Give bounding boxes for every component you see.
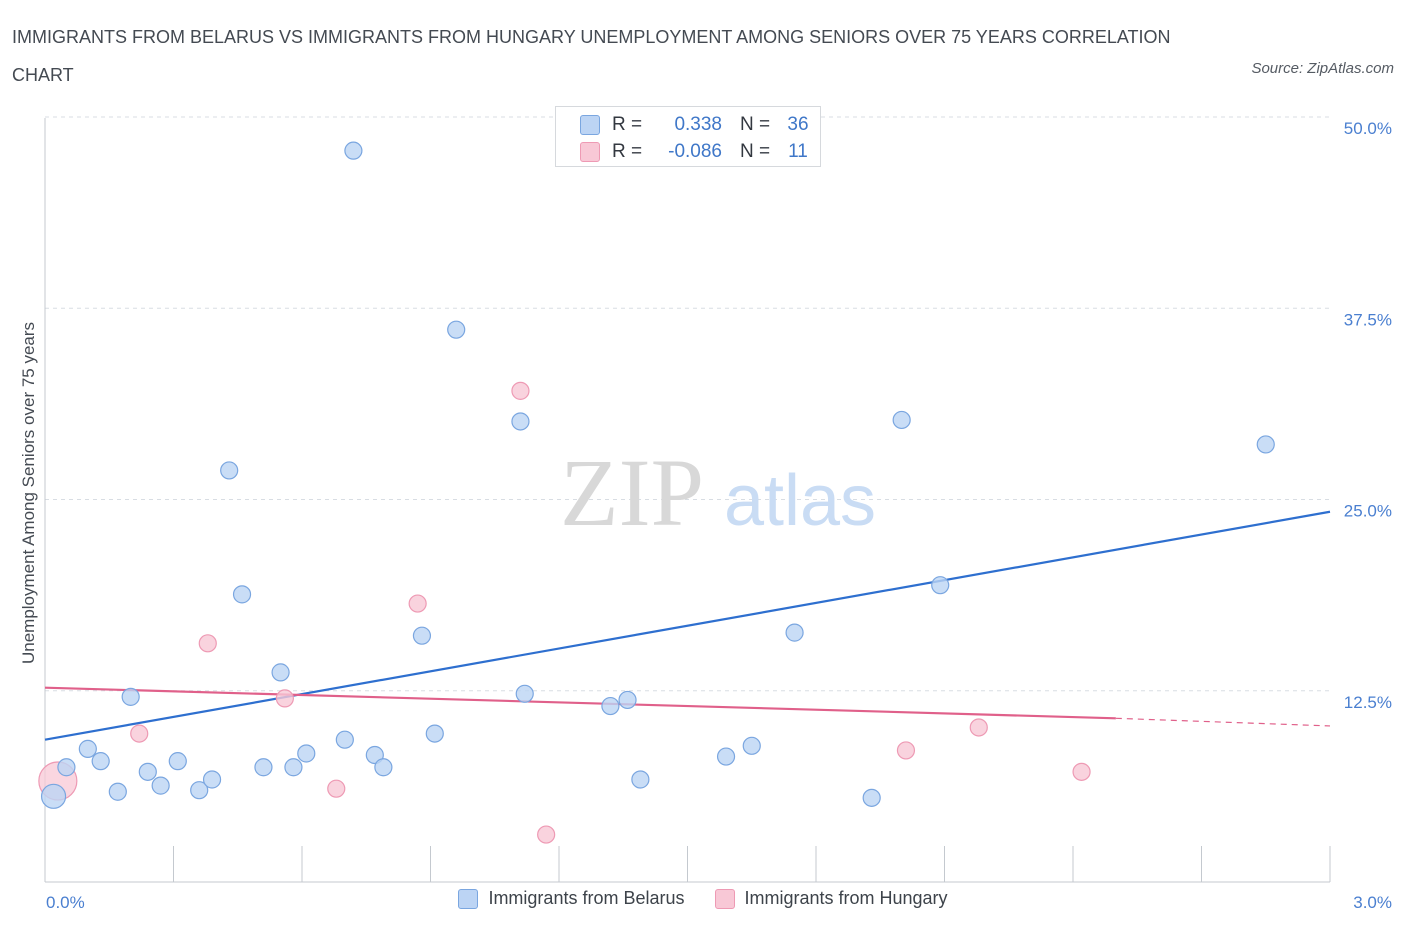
hungary-point: [408, 594, 427, 613]
n-value: 36: [787, 114, 809, 135]
legend-item-hungary[interactable]: Immigrants from Hungary: [714, 888, 948, 909]
belarus-point: [40, 783, 67, 809]
belarus-point: [138, 762, 157, 781]
y-tick-label: 37.5%: [1344, 310, 1392, 329]
n-value: 11: [788, 141, 808, 162]
belarus-point: [618, 690, 637, 710]
belarus-point: [91, 752, 110, 771]
belarus-point: [601, 696, 620, 716]
y-tick-label: 50.0%: [1344, 119, 1392, 138]
x-tick-label: 3.0%: [1353, 893, 1392, 912]
belarus-point: [108, 782, 127, 801]
watermark-atlas: atlas: [724, 461, 876, 541]
n-label: N =: [740, 114, 771, 135]
legend-item-belarus[interactable]: Immigrants from Belarus: [458, 888, 685, 909]
hungary-point: [130, 724, 149, 743]
belarus-point: [862, 788, 881, 807]
grid-lines: [45, 116, 1330, 692]
belarus-point: [892, 410, 911, 430]
chart-legend: Immigrants from Belarus Immigrants from …: [0, 888, 1406, 909]
stats-legend: R = 0.338 N = 36 R = -0.086 N = 11: [555, 106, 821, 167]
n-label: N =: [740, 141, 771, 162]
belarus-point: [335, 730, 354, 749]
axes: [44, 118, 1331, 883]
hungary-point: [969, 718, 988, 737]
hungary-point: [896, 741, 916, 760]
r-value: -0.086: [668, 141, 722, 162]
belarus-point: [232, 585, 252, 604]
hungary-trend-extension: [1115, 717, 1331, 727]
belarus-point: [931, 576, 950, 595]
belarus-point: [190, 781, 209, 800]
belarus-point: [151, 776, 170, 795]
watermark-zip: ZIP: [560, 439, 704, 546]
hungary-point: [537, 825, 556, 844]
belarus-point: [220, 461, 239, 480]
hungary-point: [511, 381, 530, 400]
r-value: 0.338: [674, 114, 722, 135]
hungary-trend-line: [44, 686, 1116, 720]
belarus-point: [254, 758, 273, 777]
trend-lines: [44, 510, 1331, 741]
belarus-point: [785, 623, 804, 642]
belarus-point: [168, 752, 187, 771]
belarus-point: [202, 770, 222, 789]
y-tick-label: 12.5%: [1344, 693, 1392, 712]
hungary-point: [198, 634, 217, 653]
belarus-point: [78, 739, 97, 758]
x-tick-label: 0.0%: [46, 893, 85, 912]
y-axis-label: Unemployment Among Seniors over 75 years: [19, 322, 38, 664]
chart-title: IMMIGRANTS FROM BELARUS VS IMMIGRANTS FR…: [12, 27, 1171, 85]
belarus-point: [631, 770, 650, 789]
belarus-point: [412, 626, 432, 645]
stats-row-hungary: R = -0.086 N = 11: [580, 138, 816, 166]
stats-row-belarus: R = 0.338 N = 36: [580, 111, 816, 139]
belarus-point: [742, 736, 761, 755]
belarus-point: [511, 412, 530, 431]
y-tick-label: 25.0%: [1344, 502, 1392, 521]
belarus-point: [1256, 435, 1275, 454]
pink-swatch: [714, 888, 735, 909]
x-tick-labels: 0.0% 3.0%: [46, 893, 1392, 912]
pink-swatch: [580, 142, 600, 162]
belarus-point: [57, 758, 76, 777]
hungary-point: [1072, 762, 1091, 781]
y-tick-labels: 12.5% 25.0% 37.5% 50.0%: [1344, 119, 1392, 712]
hungary-point: [275, 689, 294, 708]
source-label: Source: ZipAtlas.com: [1251, 60, 1394, 77]
blue-swatch: [458, 888, 479, 909]
data-points: [38, 141, 1275, 844]
legend-label: Immigrants from Hungary: [744, 888, 948, 908]
belarus-point: [121, 687, 140, 706]
r-label: R =: [612, 114, 643, 135]
legend-label: Immigrants from Belarus: [488, 888, 685, 908]
belarus-point: [297, 744, 316, 763]
belarus-point: [374, 758, 393, 777]
belarus-point: [344, 141, 363, 160]
r-label: R =: [612, 141, 643, 162]
belarus-point: [447, 320, 466, 339]
belarus-point: [425, 724, 444, 743]
belarus-trend-line: [44, 510, 1331, 741]
belarus-point: [515, 684, 534, 703]
blue-swatch: [580, 115, 600, 135]
belarus-point: [271, 663, 290, 682]
hungary-point: [327, 779, 346, 798]
belarus-point: [284, 758, 303, 777]
belarus-point: [716, 747, 736, 766]
